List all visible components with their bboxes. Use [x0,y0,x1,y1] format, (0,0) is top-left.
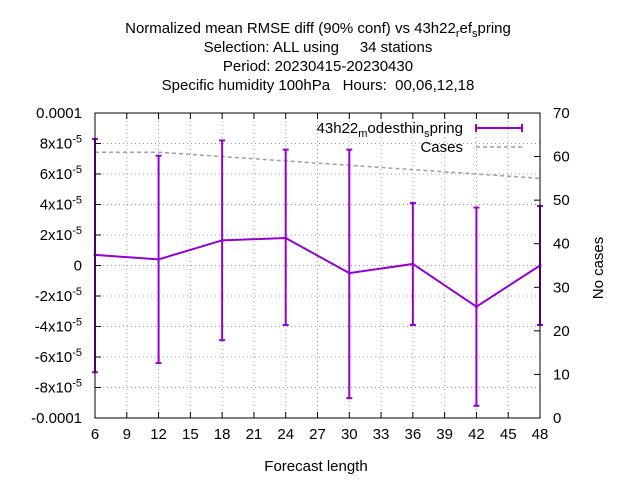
y2-tick-label: 50 [553,192,570,209]
y-tick-label: -6x10-5 [35,347,82,366]
y-tick-label: -2x10-5 [35,286,82,305]
x-tick-label: 48 [532,426,549,443]
y2-tick-label: 20 [553,323,570,340]
x-tick-label: 36 [405,426,422,443]
y-axis-ticks: -0.0001 -8x10-5 -6x10-5 -4x10-5 -2x10-5 0 2x10… [31,105,101,427]
x-tick-label: 33 [373,426,390,443]
data-point [411,262,415,266]
data-point [474,305,478,309]
x-tick-label: 45 [500,426,517,443]
legend: 43h22modesthinspring Cases [317,120,523,156]
legend-model-main: 43h22 [317,120,359,137]
y-tick-label: 4x10-5 [40,195,82,214]
chart-title-line3: Period: 20230415-20230430 [223,58,413,75]
grid [95,113,540,418]
y-tick-label: -0.0001 [31,410,82,427]
y2-tick-label: 70 [553,105,570,122]
cases-line [95,151,541,180]
y2-axis-label: No cases [590,237,607,300]
legend-model-sub2: s [424,128,430,140]
x-tick-label: 30 [341,426,358,443]
data-point [347,271,351,275]
x-tick-label: 42 [468,426,485,443]
y2-tick-label: 30 [553,279,570,296]
title-line1-main: Normalized mean RMSE diff (90% conf) vs … [125,20,456,37]
x-tick-label: 12 [150,426,167,443]
legend-model-end: pring [430,120,463,137]
chart-title-line4: Specific humidity 100hPa Hours: 00,06,12… [162,77,475,94]
data-point [220,238,224,242]
legend-model-sample [475,124,523,132]
y2-tick-label: 40 [553,236,570,253]
y-tick-label: 0 [74,258,82,275]
x-tick-label: 39 [436,426,453,443]
y-tick-label: 8x10-5 [40,134,82,153]
chart-title-line2: Selection: ALL using 34 stations [204,39,433,56]
x-tick-label: 27 [309,426,326,443]
y-tick-label: 0.0001 [36,105,82,122]
data-point [284,236,288,240]
y2-axis-ticks: 0 10 20 30 40 50 60 70 [534,105,570,427]
title-line1-sub1: r [456,28,460,40]
y2-tick-label: 0 [553,410,561,427]
x-tick-label: 18 [214,426,231,443]
title-line1-mid: ef [460,20,473,37]
x-tick-label: 6 [91,426,99,443]
y-tick-label: 6x10-5 [40,164,82,183]
x-axis-label: Forecast length [264,458,367,475]
legend-label-cases: Cases [420,139,463,156]
y2-tick-label: 60 [553,149,570,166]
x-tick-label: 24 [277,426,294,443]
legend-label-model: 43h22modesthinspring [317,120,463,140]
model-line [94,237,541,308]
y-tick-label: -4x10-5 [35,317,82,336]
chart-title-line1: Normalized mean RMSE diff (90% conf) vs … [125,20,511,40]
x-tick-label: 9 [123,426,131,443]
y-tick-label: -8x10-5 [35,378,82,397]
data-point [157,257,161,261]
x-tick-label: 21 [246,426,263,443]
y2-tick-label: 10 [553,366,570,383]
title-line1-sub2: s [472,28,478,40]
x-tick-label: 15 [182,426,199,443]
y-tick-label: 2x10-5 [40,225,82,244]
legend-model-mid: odesthin [367,120,424,137]
x-axis-ticks: 6 9 12 15 18 21 24 27 30 33 36 39 42 45 48 [91,113,549,443]
title-line1-end: pring [478,20,511,37]
legend-model-sub1: m [358,128,367,140]
